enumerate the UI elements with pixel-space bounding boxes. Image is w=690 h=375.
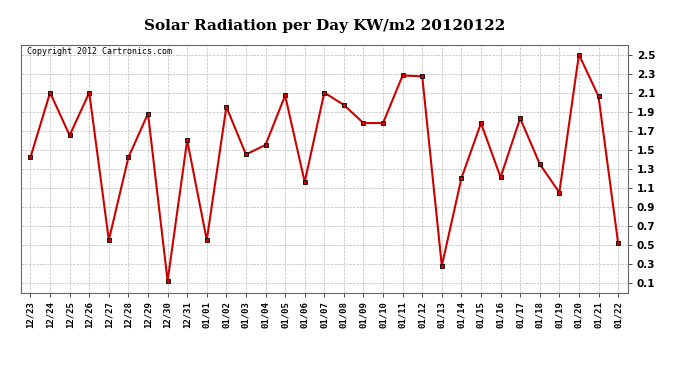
Text: Copyright 2012 Cartronics.com: Copyright 2012 Cartronics.com [27, 48, 172, 57]
Text: Solar Radiation per Day KW/m2 20120122: Solar Radiation per Day KW/m2 20120122 [144, 19, 505, 33]
